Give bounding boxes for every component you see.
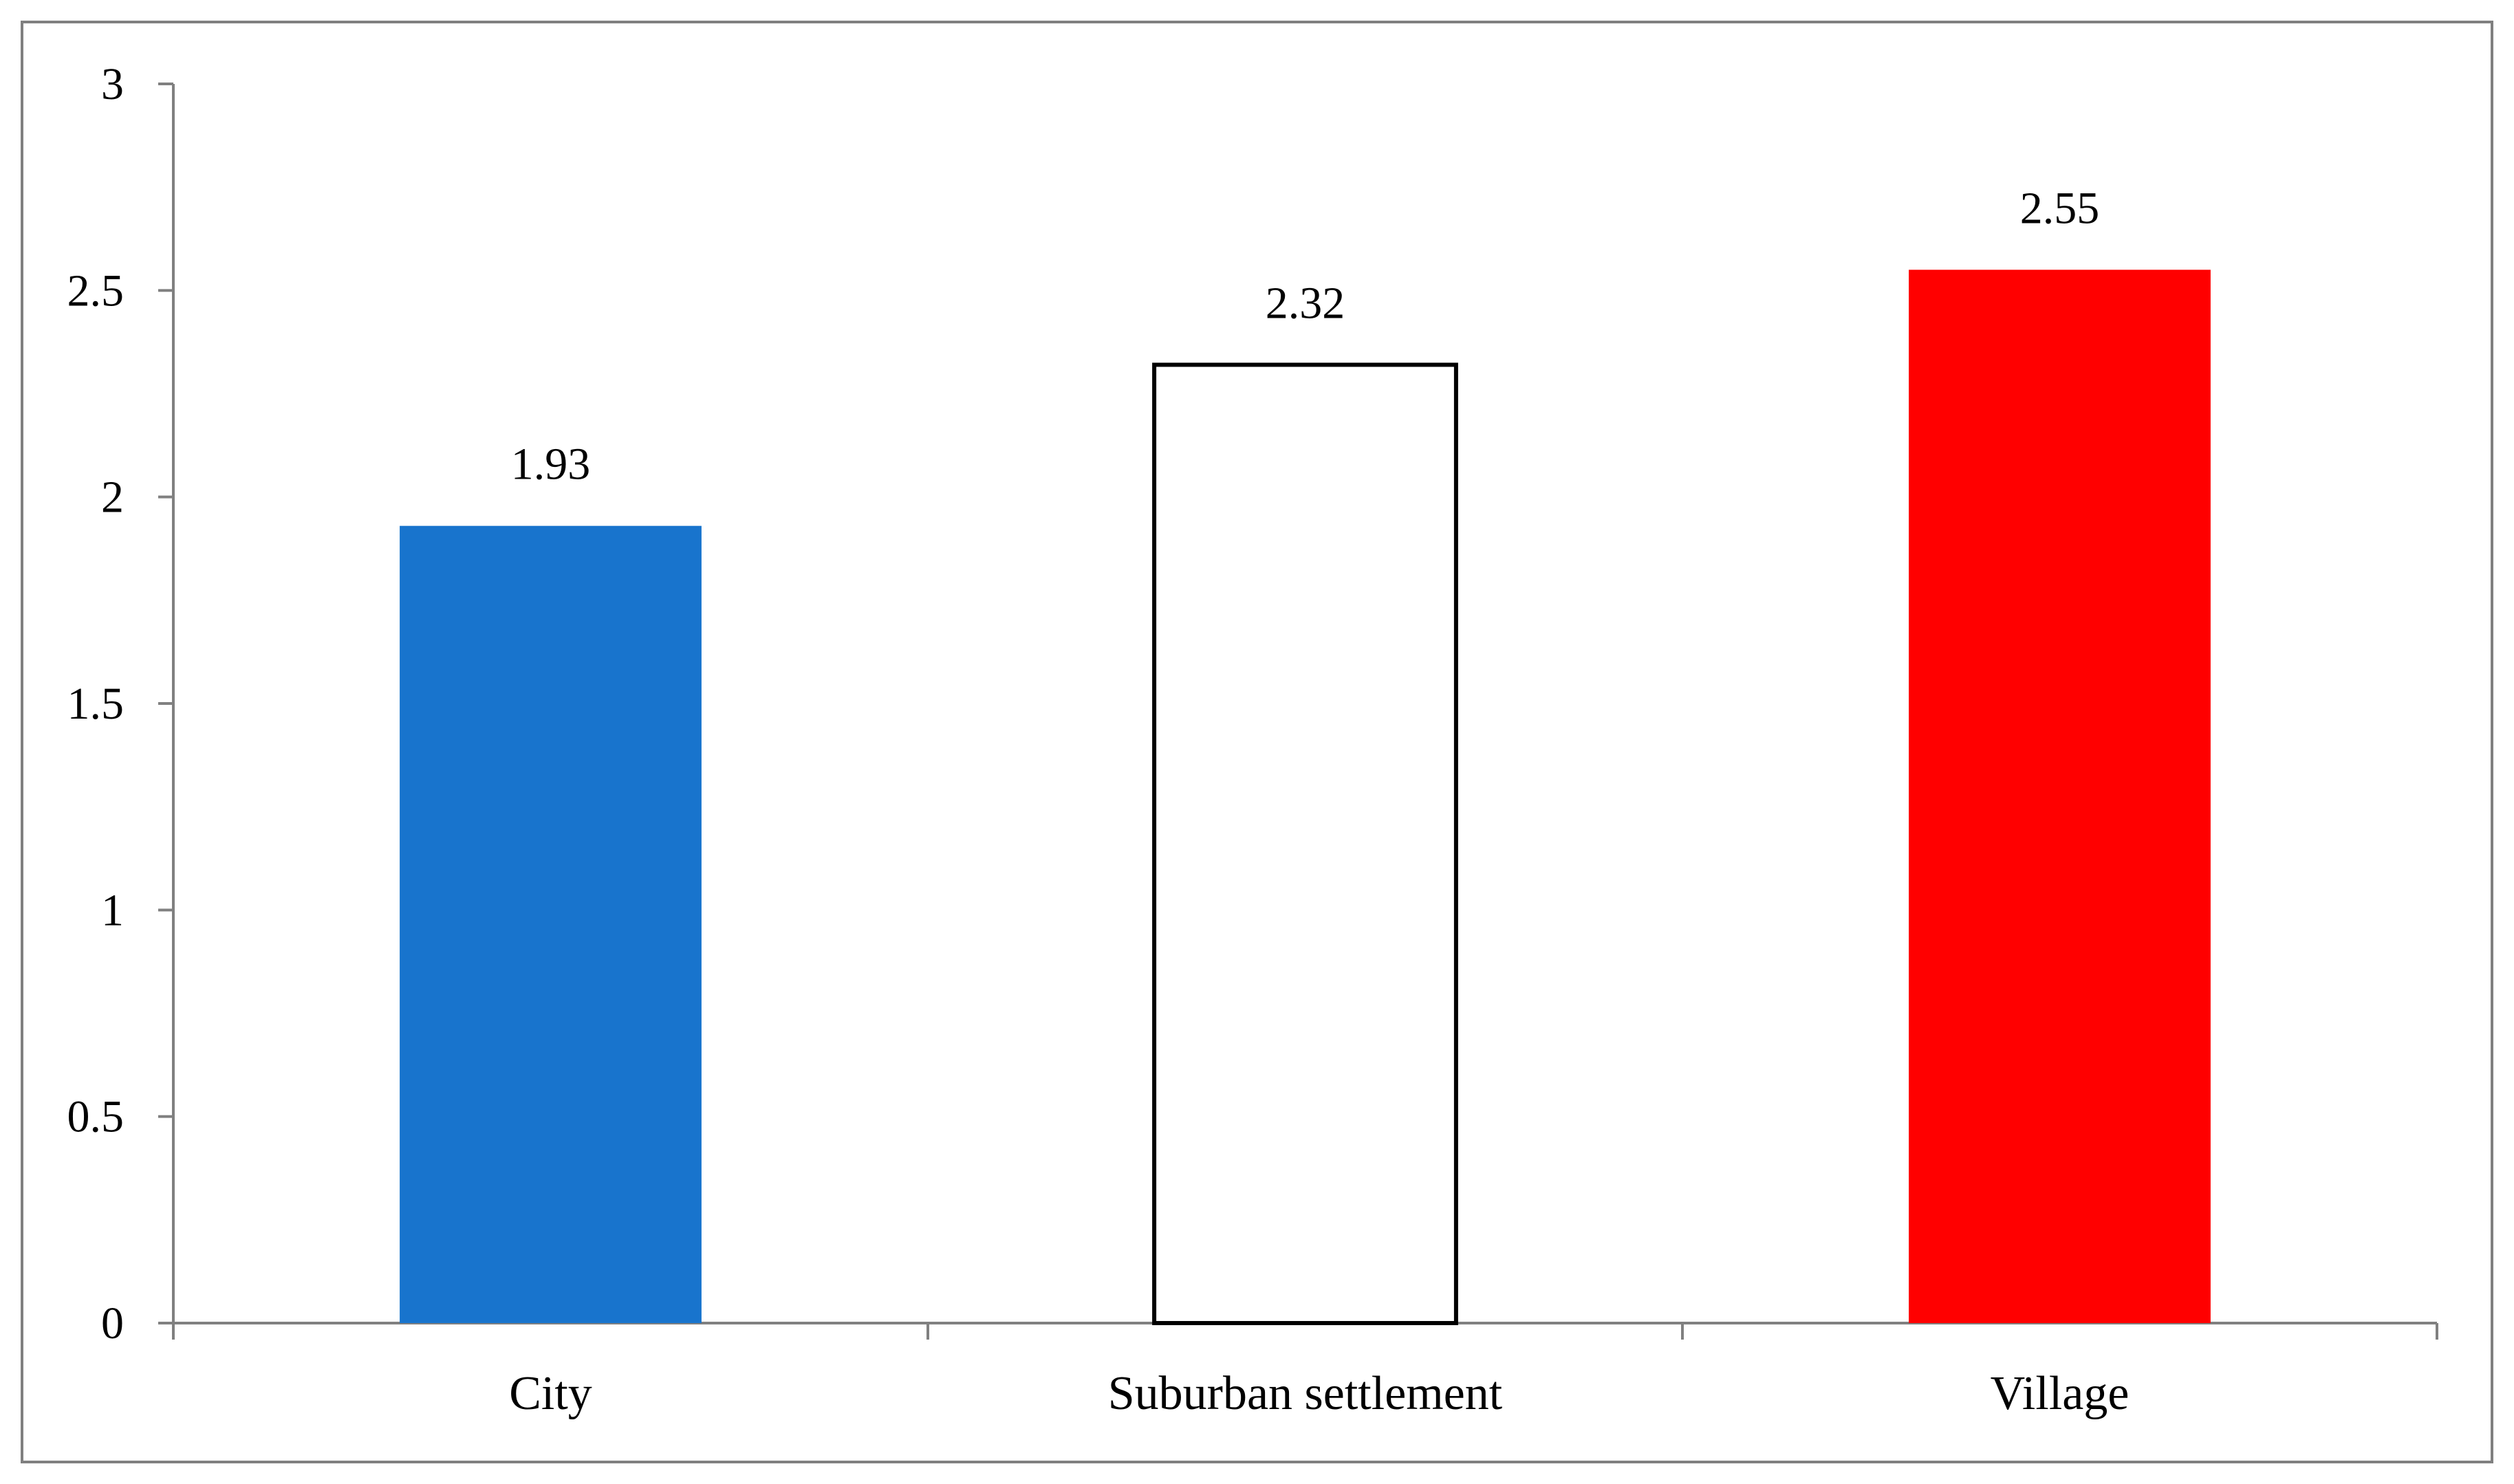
y-tick-label: 1	[101, 885, 124, 935]
bar-suburban-settlement	[1152, 362, 1458, 1325]
x-axis: City Suburban settlement Village	[172, 1322, 2438, 1420]
x-category-label: City	[509, 1367, 592, 1420]
bar-village	[1909, 270, 2211, 1323]
y-tick-label: 3	[101, 59, 124, 109]
y-tick-label: 2	[101, 472, 124, 523]
bar-city	[400, 525, 702, 1323]
y-tick-label: 0	[101, 1298, 124, 1349]
data-label: 2.55	[2020, 183, 2100, 233]
y-tick-label: 1.5	[67, 679, 124, 729]
data-label: 2.32	[1266, 278, 1345, 328]
x-category-label: Village	[1991, 1367, 2130, 1420]
x-category-label: Suburban settlement	[1108, 1367, 1503, 1420]
y-tick-label: 0.5	[67, 1092, 124, 1142]
y-tick-label: 2.5	[67, 265, 124, 316]
data-label: 1.93	[511, 439, 591, 490]
bars	[400, 270, 2211, 1325]
y-axis: 0 0.5 1 1.5 2 2.5 3	[67, 59, 175, 1349]
data-labels: 1.93 2.32 2.55	[511, 183, 2100, 489]
